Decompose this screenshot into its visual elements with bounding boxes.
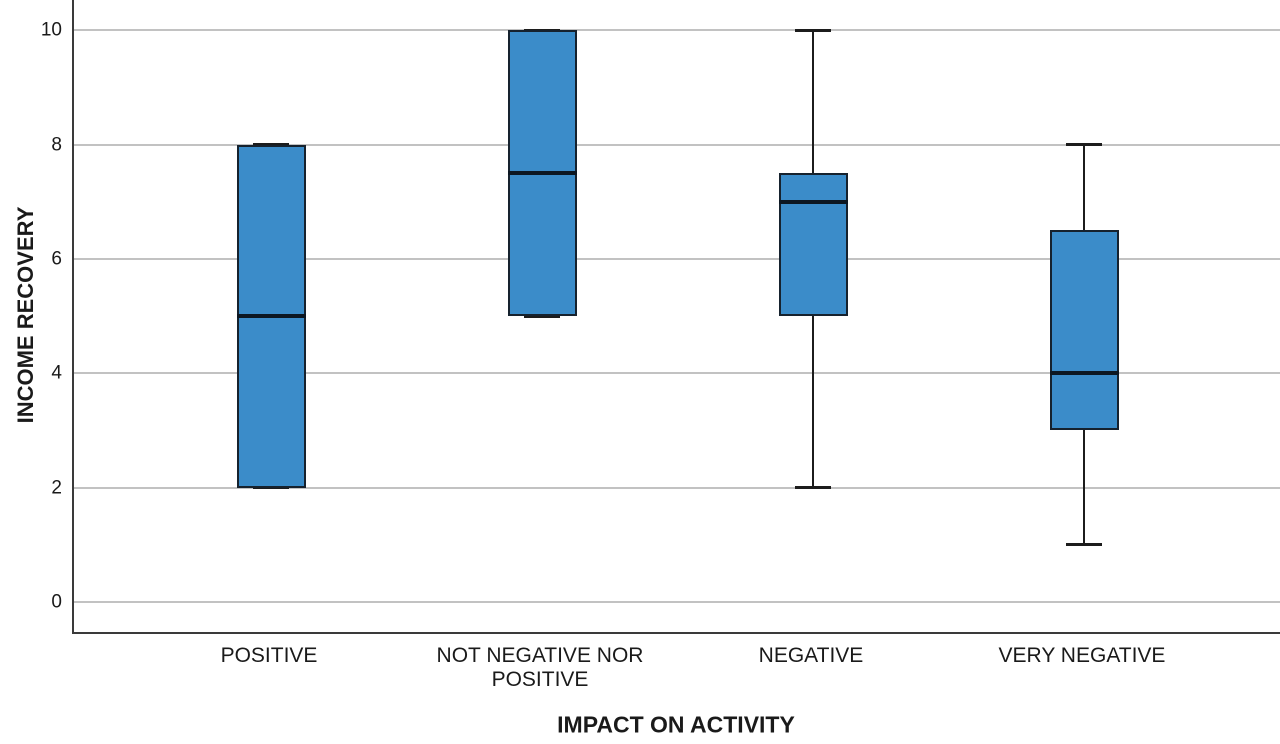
y-tick-label-8: 8: [51, 134, 62, 156]
x-category-label-4: VERY NEGATIVE: [998, 644, 1166, 667]
median-line: [1049, 371, 1119, 376]
x-category-label-3: NEGATIVE: [758, 644, 864, 667]
x-category-label-1: POSITIVE: [220, 644, 318, 667]
whisker-cap-min: [1066, 543, 1102, 547]
gridline-y-6: [74, 257, 1280, 260]
whisker-cap-min: [524, 314, 560, 318]
x-axis-title: IMPACT ON ACTIVITY: [557, 711, 795, 738]
gridline-y-2: [74, 486, 1280, 489]
gridline-y-0: [74, 600, 1280, 603]
y-tick-label-10: 10: [40, 19, 62, 41]
plot-area: [72, 0, 1280, 634]
y-tick-label-0: 0: [51, 591, 62, 613]
y-tick-label-4: 4: [51, 362, 62, 384]
gridline-y-10: [74, 29, 1280, 32]
whisker-cap-min: [795, 486, 831, 490]
median-line: [236, 314, 306, 319]
iqr-box: [1049, 230, 1119, 431]
y-tick-label-2: 2: [51, 477, 62, 499]
iqr-box: [778, 173, 848, 317]
gridline-y-4: [74, 372, 1280, 375]
y-tick-label-6: 6: [51, 248, 62, 270]
whisker-cap-max: [795, 28, 831, 32]
whisker-cap-max: [1066, 143, 1102, 147]
gridline-y-8: [74, 143, 1280, 146]
median-line: [507, 171, 577, 176]
y-axis-title: INCOME RECOVERY: [13, 206, 38, 424]
whisker-cap-min: [253, 486, 289, 490]
median-line: [778, 199, 848, 204]
x-category-label-2: NOT NEGATIVE NOR POSITIVE: [436, 644, 644, 692]
